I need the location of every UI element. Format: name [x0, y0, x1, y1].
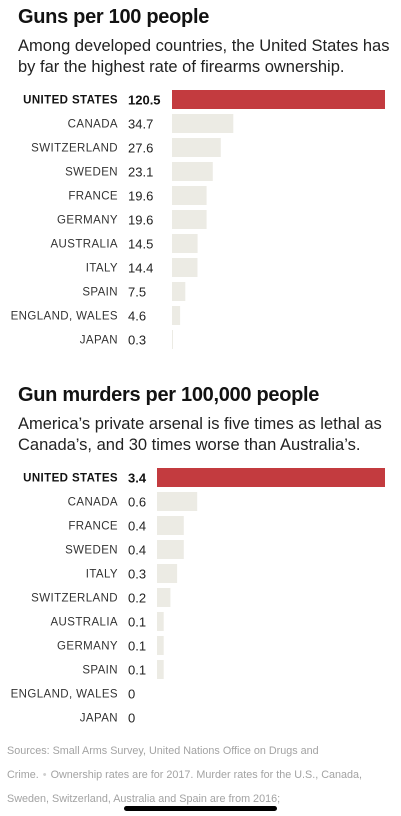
bar [157, 468, 385, 487]
bar [172, 282, 186, 301]
value-label: 0 [128, 687, 135, 702]
category-label: FRANCE [68, 521, 118, 533]
value-label: 0.3 [128, 333, 146, 348]
sources-text: Sources: Small Arms Survey, United Natio… [7, 745, 319, 781]
bar [172, 186, 207, 205]
category-label: UNITED STATES [23, 473, 118, 485]
bar [172, 114, 234, 133]
bar [157, 540, 184, 559]
value-label: 0.1 [128, 639, 146, 654]
category-label: CANADA [68, 119, 118, 131]
category-label: CANADA [68, 497, 118, 509]
bar [157, 516, 184, 535]
category-label: AUSTRALIA [50, 239, 118, 251]
bar [172, 90, 385, 109]
category-label: SWITZERLAND [31, 593, 118, 605]
value-label: 34.7 [128, 117, 153, 132]
value-label: 19.6 [128, 213, 153, 228]
value-label: 7.5 [128, 285, 146, 300]
value-label: 0.1 [128, 663, 146, 678]
bar [172, 330, 173, 349]
home-indicator[interactable] [124, 806, 277, 811]
bar [172, 258, 198, 277]
separator-dot: • [42, 769, 47, 781]
category-label: JAPAN [80, 713, 118, 725]
category-label: SPAIN [82, 287, 118, 299]
value-label: 19.6 [128, 189, 153, 204]
value-label: 14.5 [128, 237, 153, 252]
bar [172, 234, 198, 253]
chart-subtitle: America’s private arsenal is five times … [18, 415, 382, 454]
bar [157, 492, 198, 511]
category-label: GERMANY [57, 641, 118, 653]
value-label: 0 [128, 711, 135, 726]
value-label: 27.6 [128, 141, 153, 156]
category-label: FRANCE [68, 191, 118, 203]
chart-title: Guns per 100 people [18, 6, 210, 28]
value-label: 0.4 [128, 519, 146, 534]
value-label: 0.4 [128, 543, 146, 558]
bar [157, 612, 164, 631]
category-label: AUSTRALIA [50, 617, 118, 629]
bar [172, 138, 221, 157]
value-label: 4.6 [128, 309, 146, 324]
sources-note: Sources: Small Arms Survey, United Natio… [7, 739, 387, 811]
bar [172, 306, 181, 325]
bar [172, 162, 213, 181]
bar [157, 660, 164, 679]
category-label: ITALY [86, 263, 118, 275]
guns-per-100-bar-chart: UNITED STATES 120.5 CANADA 34.7 SWITZERLAND 2… [11, 90, 385, 349]
value-label: 23.1 [128, 165, 153, 180]
value-label: 120.5 [128, 93, 161, 108]
category-label: ENGLAND, WALES [11, 311, 118, 323]
category-label: UNITED STATES [23, 95, 118, 107]
category-label: SWEDEN [65, 167, 118, 179]
category-label: SWITZERLAND [31, 143, 118, 155]
bar [157, 588, 171, 607]
value-label: 0.2 [128, 591, 146, 606]
chart-title: Gun murders per 100,000 people [18, 384, 320, 406]
ownership-note: Ownership rates are for 2017. Murder rat… [7, 769, 363, 805]
gun-murders-bar-chart: UNITED STATES 3.4 CANADA 0.6 FRANCE 0.4 SWEDEN… [11, 468, 385, 726]
bar [157, 564, 178, 583]
category-label: SPAIN [82, 665, 118, 677]
value-label: 0.6 [128, 495, 146, 510]
category-label: ENGLAND, WALES [11, 689, 118, 701]
category-label: ITALY [86, 569, 118, 581]
value-label: 0.3 [128, 567, 146, 582]
bar [172, 210, 207, 229]
chart-subtitle: Among developed countries, the United St… [18, 37, 390, 76]
category-label: JAPAN [80, 335, 118, 347]
value-label: 3.4 [128, 471, 147, 486]
category-label: SWEDEN [65, 545, 118, 557]
bar [157, 636, 164, 655]
category-label: GERMANY [57, 215, 118, 227]
value-label: 14.4 [128, 261, 153, 276]
value-label: 0.1 [128, 615, 146, 630]
